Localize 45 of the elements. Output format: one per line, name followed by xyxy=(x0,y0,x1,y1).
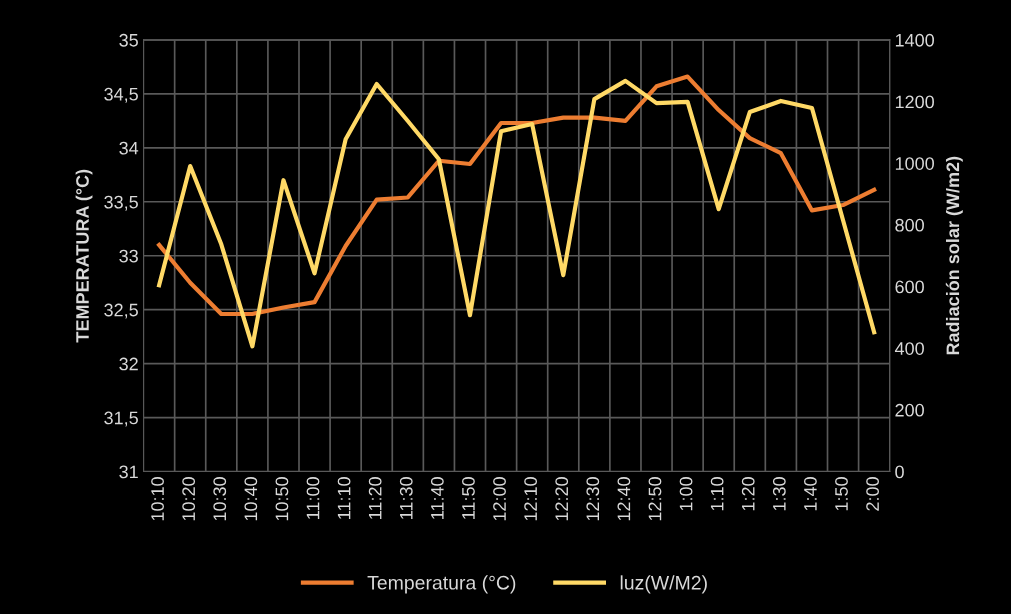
y2-tick-label: 1400 xyxy=(895,33,934,47)
y2-tick-label: 800 xyxy=(895,218,924,232)
x-tick-label: 11:10 xyxy=(337,477,351,519)
legend-label: luz(W/M2) xyxy=(620,575,707,594)
x-tick-label: 10:40 xyxy=(244,477,258,521)
x-tick-label: 1:10 xyxy=(710,477,724,511)
x-tick-label: 12:30 xyxy=(586,477,600,521)
x-tick-label: 10:10 xyxy=(151,477,164,521)
x-tick-label: 12:20 xyxy=(555,477,569,521)
x-tick-label: 11:20 xyxy=(368,477,382,519)
y2-tick-label: 0 xyxy=(895,465,904,479)
x-tick-label: 1:00 xyxy=(679,477,693,511)
x-tick-label: 2:00 xyxy=(866,477,879,511)
x-tick-label: 11:00 xyxy=(306,477,320,519)
x-tick-label: 10:20 xyxy=(182,477,196,521)
x-tick-label: 11:40 xyxy=(430,477,444,519)
x-tick-label: 11:50 xyxy=(462,477,475,519)
x-tick-label: 10:50 xyxy=(275,477,289,521)
x-tick-label: 10:30 xyxy=(213,477,227,521)
y2-axis-title: Radiación solar (W/m2) xyxy=(945,156,963,355)
x-tick-label: 1:50 xyxy=(835,477,848,511)
x-tick-label: 1:20 xyxy=(741,477,755,511)
x-tick-label: 12:50 xyxy=(648,477,662,521)
y-tick-label: 32 xyxy=(119,357,138,371)
x-tick-label: 12:40 xyxy=(617,477,631,521)
y-tick-label: 31 xyxy=(119,465,138,479)
y-tick-label: 33 xyxy=(119,249,138,263)
y-tick-label: 32,5 xyxy=(104,303,138,319)
y-tick-label: 34,5 xyxy=(104,87,138,103)
y-tick-label: 35 xyxy=(119,33,138,47)
x-tick-label: 12:00 xyxy=(493,477,506,521)
y-tick-label: 33,5 xyxy=(104,195,138,211)
y-axis-title: TEMPERATURA (°C) xyxy=(75,169,93,343)
x-tick-label: 1:40 xyxy=(804,477,817,511)
y2-tick-label: 400 xyxy=(894,342,924,355)
y2-tick-label: 200 xyxy=(895,403,924,417)
legend-label: Temperatura (°C) xyxy=(367,575,516,594)
x-tick-label: 11:30 xyxy=(399,477,413,519)
x-tick-label: 12:10 xyxy=(524,477,538,521)
y2-tick-label: 1200 xyxy=(895,95,934,109)
y-tick-label: 31,5 xyxy=(104,411,138,427)
y-tick-label: 34 xyxy=(119,141,139,155)
x-tick-label: 1:30 xyxy=(772,477,786,511)
y2-tick-label: 1000 xyxy=(895,157,934,170)
y2-tick-label: 600 xyxy=(895,280,924,294)
